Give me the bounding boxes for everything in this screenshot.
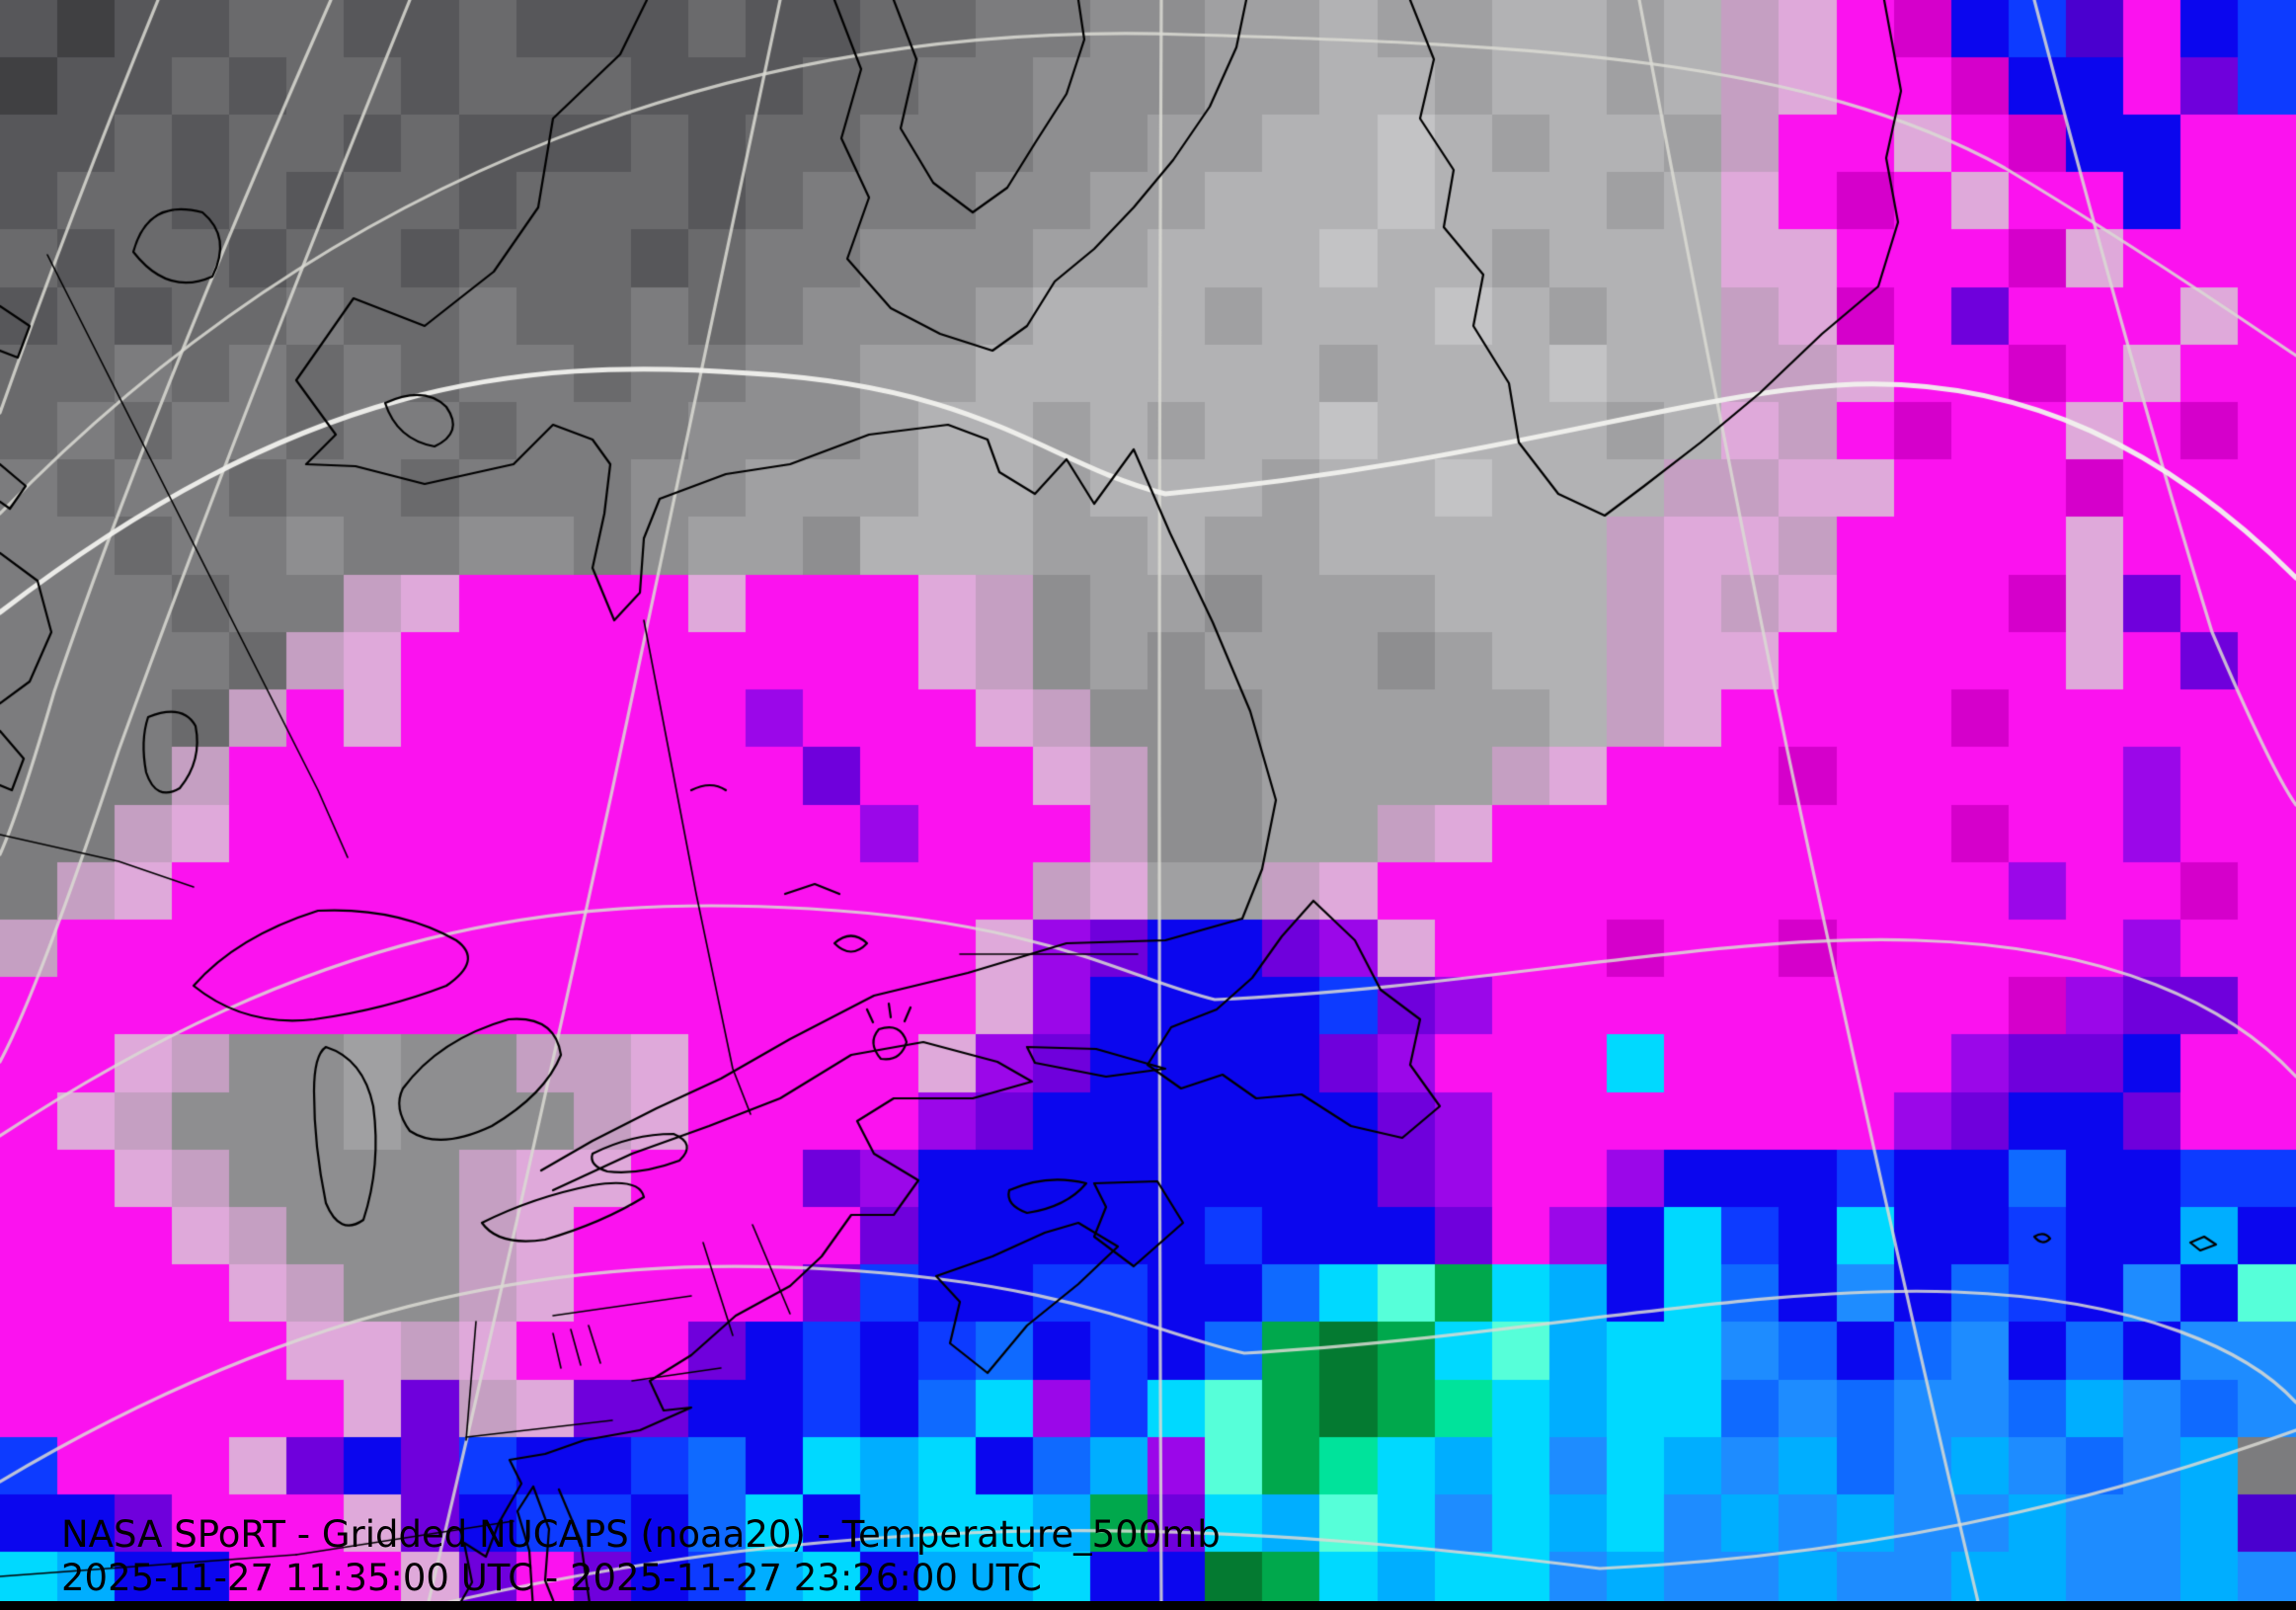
- map-title: NASA SPoRT - Gridded NUCAPS (noaa20) - T…: [61, 1513, 1221, 1556]
- map-time-range: 2025-11-27 11:35:00 UTC - 2025-11-27 23:…: [61, 1557, 1043, 1599]
- bottom-border-bar: [0, 1601, 2296, 1610]
